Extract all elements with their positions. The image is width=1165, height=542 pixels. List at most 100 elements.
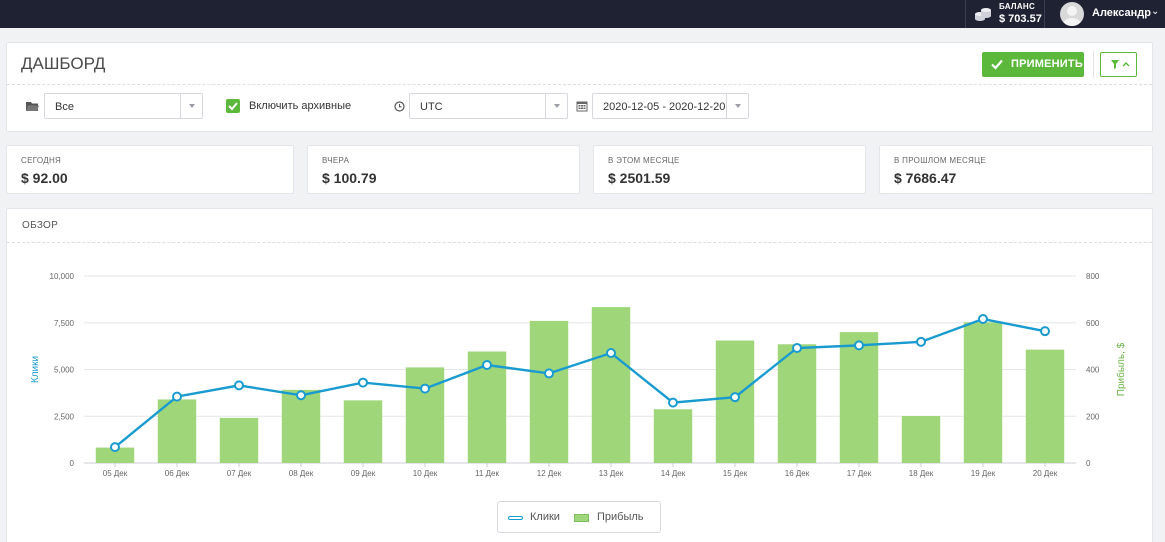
x-tick-label: 12 Дек — [537, 469, 562, 478]
x-tick-label: 16 Дек — [785, 469, 810, 478]
chevron-down-icon: ⌄ — [1151, 6, 1160, 17]
legend-label-clicks[interactable]: Клики — [530, 511, 560, 523]
check-icon — [228, 102, 238, 111]
panel-divider — [7, 84, 1152, 85]
avatar — [1060, 2, 1084, 26]
overview-panel: ОБЗОР — [6, 208, 1153, 542]
line-point — [234, 380, 244, 391]
stat-label: СЕГОДНЯ — [21, 156, 62, 165]
x-tick-label: 13 Дек — [599, 469, 624, 478]
legend-swatch-profit — [574, 514, 589, 522]
folder-icon — [26, 102, 39, 111]
timezone-select-value: UTC — [420, 101, 443, 113]
timezone-select[interactable]: UTC — [409, 93, 568, 119]
stat-value: $ 92.00 — [21, 170, 68, 186]
legend-label-profit[interactable]: Прибыль — [597, 511, 644, 523]
y-tick-label: 10,000 — [50, 272, 75, 281]
overview-title: ОБЗОР — [22, 220, 59, 231]
line-point — [544, 368, 554, 379]
bar — [405, 367, 445, 463]
chart-legend: Клики Прибыль — [497, 501, 661, 533]
x-tick-label: 05 Дек — [103, 469, 128, 478]
line-point — [358, 377, 368, 388]
x-tick-label: 07 Дек — [227, 469, 252, 478]
calendar-icon — [576, 101, 588, 112]
y2-axis-title: Прибыль, $ — [1115, 342, 1127, 396]
bar — [653, 409, 693, 463]
include-archived-checkbox[interactable] — [226, 99, 240, 113]
stat-label: ВЧЕРА — [322, 156, 350, 165]
line-point — [916, 336, 926, 347]
chevron-down-icon[interactable] — [180, 94, 202, 118]
y-tick-label: 2,500 — [54, 412, 75, 421]
y-tick-label: 5,000 — [54, 366, 75, 375]
panel-divider — [7, 242, 1152, 243]
line-point — [482, 360, 492, 371]
balance-value: $ 703.57 — [999, 13, 1042, 25]
y-tick-label: 0 — [70, 459, 75, 468]
apply-button[interactable]: ПРИМЕНИТЬ — [982, 52, 1084, 77]
line-point — [1040, 326, 1050, 337]
apply-button-label: ПРИМЕНИТЬ — [1011, 58, 1083, 70]
line-point — [296, 390, 306, 401]
x-tick-label: 09 Дек — [351, 469, 376, 478]
stat-card-last-month: В ПРОШЛОМ МЕСЯЦЕ $ 7686.47 — [879, 145, 1153, 194]
folder-select-value: Все — [55, 101, 74, 113]
filter-icon — [1111, 60, 1130, 69]
x-tick-label: 06 Дек — [165, 469, 190, 478]
top-bar: БАЛАНС $ 703.57 Александр ⌄ — [0, 0, 1165, 28]
stat-value: $ 7686.47 — [894, 170, 957, 186]
include-archived-label: Включить архивные — [249, 100, 352, 112]
line-point — [854, 340, 864, 351]
stat-label: В ПРОШЛОМ МЕСЯЦЕ — [894, 156, 986, 165]
balance-widget[interactable]: БАЛАНС $ 703.57 — [965, 0, 1045, 28]
coins-icon — [975, 8, 991, 21]
y-axis-title: Клики — [30, 356, 41, 383]
stat-value: $ 2501.59 — [608, 170, 671, 186]
folder-select[interactable]: Все — [44, 93, 203, 119]
line-point — [420, 383, 430, 394]
bar — [901, 416, 941, 463]
stat-label: В ЭТОМ МЕСЯЦЕ — [608, 156, 680, 165]
legend-swatch-clicks — [508, 516, 523, 520]
stat-card-this-month: В ЭТОМ МЕСЯЦЕ $ 2501.59 — [593, 145, 866, 194]
user-icon — [1063, 6, 1081, 26]
y2-tick-label: 0 — [1086, 459, 1091, 468]
x-tick-label: 17 Дек — [847, 469, 872, 478]
line-point — [978, 314, 988, 325]
dashboard-filter-panel: ДАШБОРД ПРИМЕНИТЬ Все Включить архивные … — [6, 42, 1153, 132]
bar — [839, 332, 879, 463]
toolbar-divider — [1093, 51, 1094, 78]
bar — [963, 322, 1003, 463]
chevron-down-icon[interactable] — [726, 94, 748, 118]
x-tick-label: 08 Дек — [289, 469, 314, 478]
user-menu[interactable]: Александр ⌄ — [1055, 0, 1165, 28]
x-tick-label: 18 Дек — [909, 469, 934, 478]
filter-toggle-button[interactable] — [1100, 52, 1137, 77]
x-tick-label: 14 Дек — [661, 469, 686, 478]
stat-value: $ 100.79 — [322, 170, 377, 186]
bar — [777, 344, 817, 463]
line-point — [172, 391, 182, 402]
check-icon — [991, 59, 1003, 70]
page-title: ДАШБОРД — [21, 54, 106, 73]
y2-tick-label: 200 — [1086, 412, 1100, 421]
date-range-value: 2020-12-05 - 2020-12-20 — [603, 101, 726, 113]
balance-label: БАЛАНС — [999, 2, 1036, 11]
line-point — [730, 392, 740, 403]
y2-tick-label: 400 — [1086, 366, 1100, 375]
bar — [281, 389, 321, 463]
bar — [219, 417, 259, 463]
date-range-select[interactable]: 2020-12-05 - 2020-12-20 — [592, 93, 749, 119]
x-tick-label: 19 Дек — [971, 469, 996, 478]
bar — [95, 447, 135, 463]
chevron-down-icon[interactable] — [545, 94, 567, 118]
bar — [591, 307, 631, 463]
y2-tick-label: 600 — [1086, 319, 1100, 328]
x-tick-label: 20 Дек — [1033, 469, 1058, 478]
series-line-clicks — [114, 317, 1046, 449]
x-tick-label: 11 Дек — [475, 469, 499, 478]
clock-icon — [394, 101, 405, 112]
bar — [343, 400, 383, 463]
